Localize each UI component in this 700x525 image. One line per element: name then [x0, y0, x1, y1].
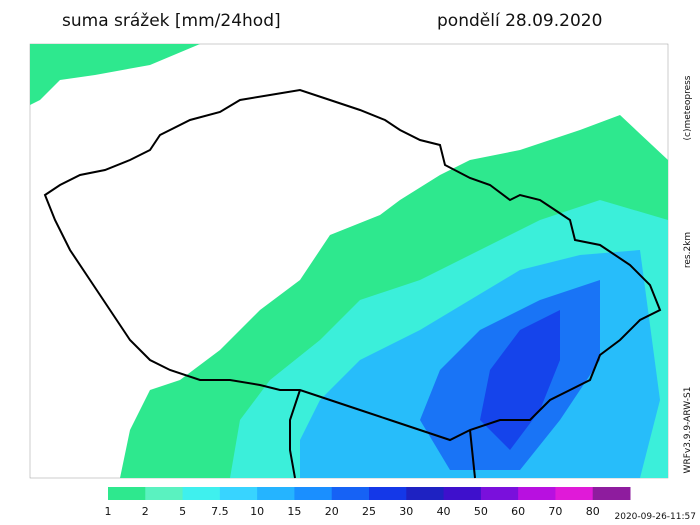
colorbar-label: 40 [437, 505, 451, 518]
resolution-label: res.2km [683, 232, 693, 268]
colorbar-label: 5 [179, 505, 186, 518]
map-date: pondělí 28.09.2020 [437, 11, 602, 31]
colorbar-swatch [257, 487, 295, 500]
colorbar-label: 60 [511, 505, 525, 518]
map-area [29, 43, 669, 479]
colorbar: 1 2 5 7.5 10 15 20 25 30 40 50 60 70 80 [105, 487, 631, 518]
precip-area [480, 310, 560, 450]
colorbar-swatch [108, 487, 146, 500]
country-border [43, 88, 662, 442]
colorbar-swatch [443, 487, 482, 500]
colorbar-label: 25 [362, 505, 376, 518]
colorbar-label: 80 [586, 505, 600, 518]
colorbar-label: 20 [325, 505, 339, 518]
colorbar-swatch [331, 487, 370, 500]
colorbar-swatch [219, 487, 258, 500]
map-title: suma srážek [mm/24hod] [62, 11, 281, 31]
timestamp: 2020-09-26-11:57 [615, 512, 697, 522]
colorbar-swatch [555, 487, 594, 500]
colorbar-swatch [518, 487, 556, 500]
colorbar-swatch [369, 487, 407, 500]
precip-area [30, 44, 200, 105]
colorbar-label: 50 [474, 505, 488, 518]
colorbar-swatch [294, 487, 333, 500]
colorbar-label: 70 [548, 505, 562, 518]
border-line [289, 389, 301, 479]
colorbar-label: 30 [399, 505, 413, 518]
colorbar-swatch [480, 487, 519, 500]
colorbar-label: 15 [287, 505, 301, 518]
colorbar-label: 10 [250, 505, 264, 518]
colorbar-swatch [406, 487, 445, 500]
model-label: WRFv3.9.9-ARW-S1 [683, 387, 693, 474]
colorbar-label: 1 [105, 505, 112, 518]
copyright-label: (c)meteopress [683, 75, 693, 140]
colorbar-swatch [145, 487, 184, 500]
colorbar-label: 7.5 [211, 505, 229, 518]
colorbar-swatch [592, 487, 631, 500]
border-line [469, 429, 476, 479]
colorbar-label: 2 [142, 505, 149, 518]
colorbar-swatch [182, 487, 221, 500]
